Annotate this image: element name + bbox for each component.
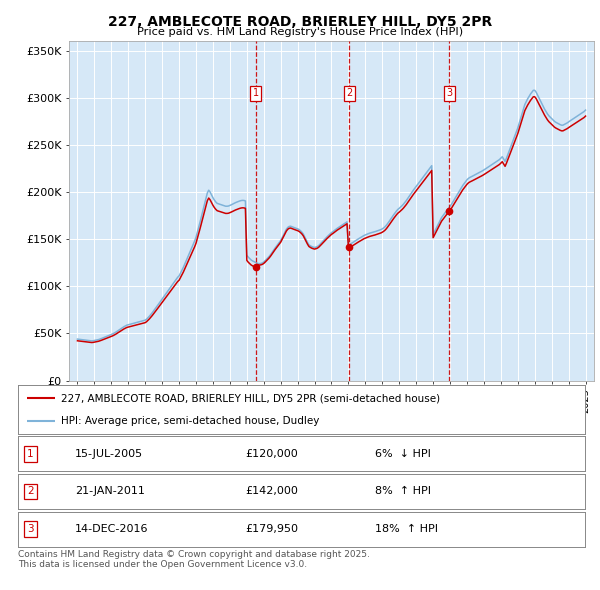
Text: £120,000: £120,000	[245, 449, 298, 458]
Text: 15-JUL-2005: 15-JUL-2005	[75, 449, 143, 458]
Text: 227, AMBLECOTE ROAD, BRIERLEY HILL, DY5 2PR (semi-detached house): 227, AMBLECOTE ROAD, BRIERLEY HILL, DY5 …	[61, 394, 440, 404]
Text: 1: 1	[253, 88, 259, 98]
Text: 18%  ↑ HPI: 18% ↑ HPI	[375, 525, 438, 534]
Text: 2: 2	[27, 487, 34, 496]
Text: 6%  ↓ HPI: 6% ↓ HPI	[375, 449, 431, 458]
Text: £179,950: £179,950	[245, 525, 298, 534]
Text: 21-JAN-2011: 21-JAN-2011	[75, 487, 145, 496]
Text: 2: 2	[346, 88, 352, 98]
Text: 3: 3	[446, 88, 452, 98]
Text: 1: 1	[27, 449, 34, 458]
Text: 14-DEC-2016: 14-DEC-2016	[75, 525, 148, 534]
Text: Price paid vs. HM Land Registry's House Price Index (HPI): Price paid vs. HM Land Registry's House …	[137, 27, 463, 37]
Text: Contains HM Land Registry data © Crown copyright and database right 2025.
This d: Contains HM Land Registry data © Crown c…	[18, 550, 370, 569]
Text: 227, AMBLECOTE ROAD, BRIERLEY HILL, DY5 2PR: 227, AMBLECOTE ROAD, BRIERLEY HILL, DY5 …	[108, 15, 492, 29]
Text: HPI: Average price, semi-detached house, Dudley: HPI: Average price, semi-detached house,…	[61, 415, 319, 425]
Text: 3: 3	[27, 525, 34, 534]
Text: 8%  ↑ HPI: 8% ↑ HPI	[375, 487, 431, 496]
Text: £142,000: £142,000	[245, 487, 298, 496]
